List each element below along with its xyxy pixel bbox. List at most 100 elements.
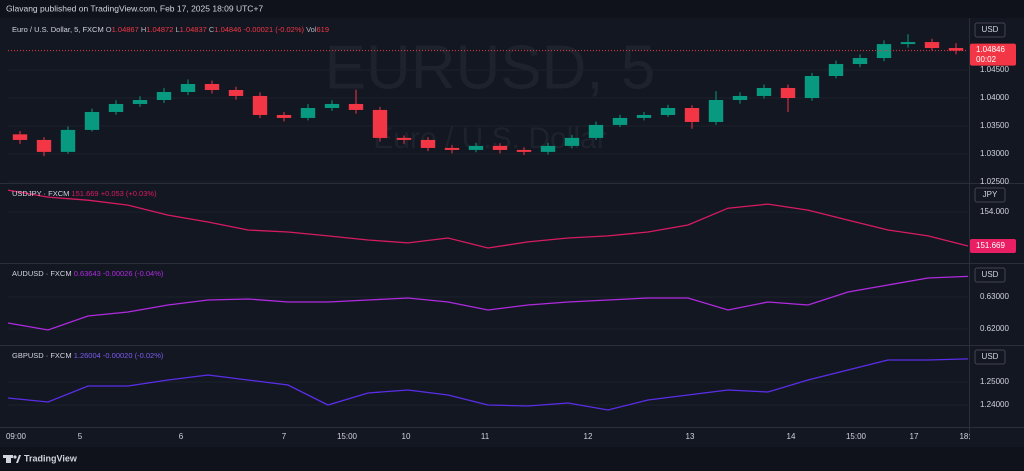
time-tick-label: 5 — [78, 432, 83, 441]
time-tick-label: 18: — [959, 432, 970, 441]
y-tick-label: 1.25000 — [980, 377, 1009, 386]
candle-body — [12, 134, 28, 140]
currency-box — [974, 22, 1006, 38]
candle-body — [684, 107, 700, 122]
time-tick-label: 09:00 — [6, 432, 27, 441]
y-tick-label: 1.03000 — [980, 149, 1009, 158]
currency-label: USD — [982, 25, 999, 34]
currency-box — [974, 349, 1006, 365]
legend-last: 151.669 — [71, 189, 98, 198]
candle-body — [924, 42, 940, 49]
candle-body — [108, 103, 124, 112]
y-tick-label: 1.24000 — [980, 400, 1009, 409]
time-tick-label: 12 — [584, 432, 593, 441]
candle-body — [804, 76, 820, 98]
time-tick-label: 11 — [481, 432, 490, 441]
candle-body — [444, 147, 460, 150]
last-price-label: 151.669 — [976, 241, 1005, 250]
legend-title: GBPUSD · FXCM — [12, 351, 72, 360]
watermark-symbol: EURUSD, 5 — [325, 33, 656, 102]
y-tick-label: 1.02500 — [980, 177, 1009, 186]
legend-title: USDJPY · FXCM — [12, 189, 69, 198]
time-tick-label: 7 — [282, 432, 287, 441]
candle-body — [708, 99, 724, 122]
legend-change: +0.053 (+0.03%) — [101, 189, 157, 198]
candle-body — [948, 48, 964, 51]
y-tick-label: 154.000 — [980, 207, 1009, 216]
legend-close: 1.04846 — [214, 25, 241, 34]
time-tick-label: 6 — [179, 432, 184, 441]
currency-label: USD — [982, 352, 999, 361]
candle-body — [60, 129, 76, 152]
footer-logo — [3, 455, 21, 463]
candle-body — [732, 95, 748, 100]
time-tick-label: 14 — [787, 432, 796, 441]
candle-body — [828, 64, 844, 77]
legend-change: -0.00026 (-0.04%) — [103, 269, 164, 278]
candle-body — [84, 111, 100, 130]
candle-body — [180, 84, 196, 92]
candle-body — [636, 114, 652, 118]
legend-high: 1.04872 — [146, 25, 173, 34]
time-tick-label: 15:00 — [337, 432, 358, 441]
time-tick-label: 15:00 — [846, 432, 867, 441]
candle-body — [900, 42, 916, 45]
y-tick-label: 1.04500 — [980, 65, 1009, 74]
candle-body — [252, 95, 268, 115]
y-tick-label: 1.04000 — [980, 93, 1009, 102]
candle-body — [780, 87, 796, 98]
candle-body — [420, 139, 436, 148]
candle-body — [372, 109, 388, 138]
legend-audusd: AUDUSD · FXCM 0.63643 -0.00026 (-0.04%) — [12, 269, 164, 278]
legend-l-label: L — [176, 25, 180, 34]
time-tick-label: 13 — [686, 432, 695, 441]
legend-volume: 619 — [317, 25, 330, 34]
countdown-label: 00:02 — [976, 55, 997, 64]
legend-change: -0.00021 (-0.02%) — [244, 25, 305, 34]
currency-box — [974, 267, 1006, 283]
candle-body — [540, 145, 556, 152]
y-tick-label: 1.03500 — [980, 121, 1009, 130]
series-line — [7, 189, 969, 249]
legend-change: -0.00020 (-0.02%) — [103, 351, 164, 360]
candle-body — [324, 103, 340, 108]
legend-vol-label: Vol — [306, 25, 317, 34]
candle-body — [276, 114, 292, 118]
candle-body — [132, 99, 148, 104]
currency-label: JPY — [983, 190, 998, 199]
candle-body — [516, 149, 532, 152]
legend-last: 0.63643 — [74, 269, 101, 278]
candle-body — [588, 124, 604, 138]
candle-body — [756, 87, 772, 96]
footer-brand: TradingView — [24, 453, 78, 463]
footer-bar — [0, 447, 1024, 471]
candle-body — [396, 137, 412, 140]
time-tick-label: 17 — [910, 432, 919, 441]
legend-last: 1.26004 — [74, 351, 101, 360]
currency-box — [974, 187, 1006, 203]
legend-c-label: C — [209, 25, 215, 34]
legend-title: Euro / U.S. Dollar, 5, FXCM — [12, 25, 104, 34]
legend-open: 1.04867 — [112, 25, 139, 34]
legend-title: AUDUSD · FXCM — [12, 269, 72, 278]
candle-body — [468, 145, 484, 150]
legend-o-label: O — [106, 25, 112, 34]
plot-marks — [0, 34, 1024, 411]
candle-body — [492, 145, 508, 150]
last-price-label: 1.04846 — [976, 45, 1005, 54]
candle-body — [564, 137, 580, 146]
candle-body — [348, 103, 364, 110]
series-line — [7, 275, 969, 331]
legend-gbpusd: GBPUSD · FXCM 1.26004 -0.00020 (-0.02%) — [12, 351, 164, 360]
legend-main: Euro / U.S. Dollar, 5, FXCM O1.04867 H1.… — [12, 25, 329, 34]
candle-body — [300, 107, 316, 118]
candle-body — [660, 107, 676, 115]
candle-body — [228, 89, 244, 96]
candle-body — [852, 58, 868, 65]
candle-body — [612, 117, 628, 125]
header-bar — [0, 0, 1024, 18]
last-price-badge — [970, 43, 1016, 66]
